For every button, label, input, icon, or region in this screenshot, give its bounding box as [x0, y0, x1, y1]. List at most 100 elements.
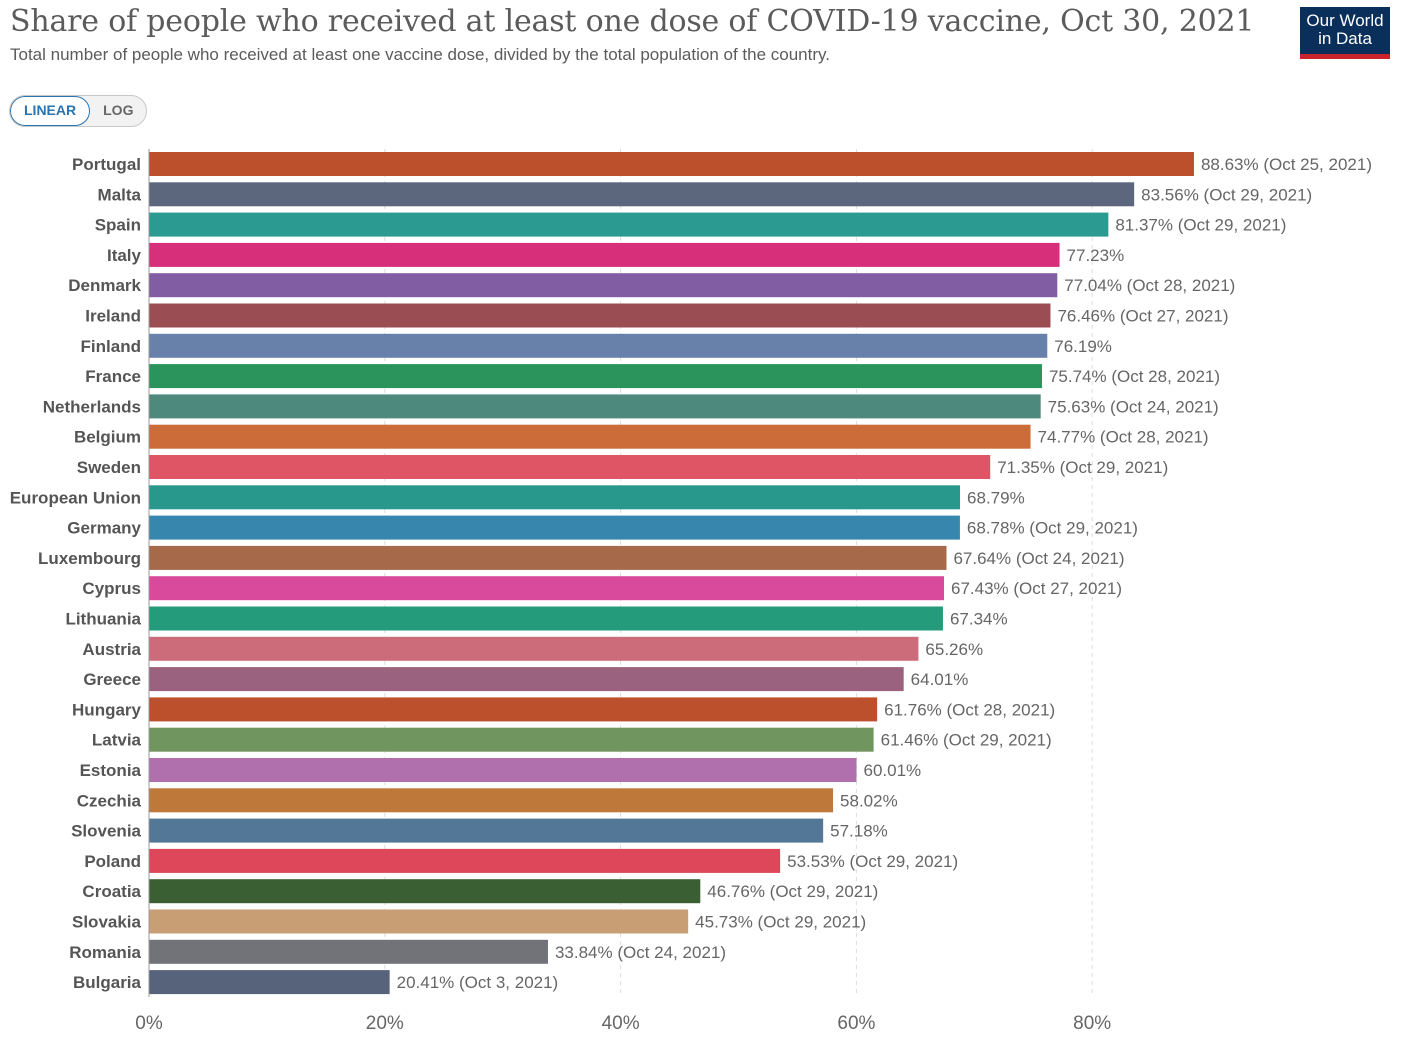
bar[interactable]	[149, 667, 904, 692]
value-label: 77.04% (Oct 28, 2021)	[1064, 276, 1235, 295]
value-label: 67.64% (Oct 24, 2021)	[953, 549, 1124, 568]
value-label: 61.46% (Oct 29, 2021)	[881, 731, 1052, 750]
category-label: Czechia	[77, 791, 142, 810]
linear-scale-button[interactable]: LINEAR	[10, 96, 91, 126]
bar[interactable]	[149, 788, 834, 813]
bar[interactable]	[149, 212, 1109, 237]
bars: Portugal 88.63% (Oct 25, 2021) Malta 83.56%…	[10, 152, 1372, 995]
category-label: Spain	[95, 216, 141, 235]
value-label: 67.34%	[950, 610, 1008, 629]
value-label: 53.53% (Oct 29, 2021)	[787, 852, 958, 871]
category-label: Estonia	[80, 761, 142, 780]
x-tick-label: 0%	[135, 1013, 163, 1034]
category-label: Belgium	[74, 428, 141, 447]
category-label: Denmark	[68, 276, 141, 295]
value-label: 33.84% (Oct 24, 2021)	[555, 943, 726, 962]
bar[interactable]	[149, 273, 1058, 298]
category-label: Germany	[67, 519, 141, 538]
bar[interactable]	[149, 394, 1041, 419]
owid-logo[interactable]: Our World in Data	[1300, 7, 1390, 59]
chart-subtitle: Total number of people who received at l…	[10, 45, 830, 64]
category-label: Austria	[82, 640, 141, 659]
value-label: 77.23%	[1067, 246, 1125, 265]
chart-title: Share of people who received at least on…	[10, 4, 1255, 39]
bar[interactable]	[149, 576, 944, 601]
bar[interactable]	[149, 636, 919, 661]
bar[interactable]	[149, 606, 943, 631]
value-label: 68.79%	[967, 488, 1025, 507]
logo-line-1: Our World	[1306, 11, 1384, 30]
category-label: Bulgaria	[73, 973, 142, 992]
value-label: 68.78% (Oct 29, 2021)	[967, 519, 1138, 538]
category-label: Luxembourg	[38, 549, 141, 568]
x-axis: 0% 20% 40% 60% 80%	[135, 149, 1111, 1034]
bar[interactable]	[149, 455, 991, 479]
bar[interactable]	[149, 333, 1048, 358]
value-label: 64.01%	[911, 670, 969, 689]
bar[interactable]	[149, 182, 1135, 207]
bar[interactable]	[149, 485, 961, 510]
bar[interactable]	[149, 909, 689, 934]
category-label: Poland	[84, 852, 141, 871]
category-label: Portugal	[72, 155, 141, 174]
value-label: 81.37% (Oct 29, 2021)	[1115, 216, 1286, 235]
category-label: Finland	[81, 337, 141, 356]
category-label: Hungary	[72, 700, 142, 719]
category-label: France	[85, 367, 141, 386]
bar[interactable]	[149, 939, 548, 964]
value-label: 61.76% (Oct 28, 2021)	[884, 700, 1055, 719]
value-label: 20.41% (Oct 3, 2021)	[397, 973, 559, 992]
bar[interactable]	[149, 697, 878, 722]
category-label: Slovenia	[71, 822, 141, 841]
scale-toggle: LINEAR LOG	[9, 95, 148, 127]
bar[interactable]	[149, 758, 857, 782]
value-label: 83.56% (Oct 29, 2021)	[1141, 185, 1312, 204]
value-label: 46.76% (Oct 29, 2021)	[707, 882, 878, 901]
bar[interactable]	[149, 545, 947, 570]
category-label: Lithuania	[65, 610, 141, 629]
category-label: Latvia	[92, 731, 142, 750]
bar[interactable]	[149, 364, 1042, 389]
bar[interactable]	[149, 879, 701, 904]
category-label: Netherlands	[43, 397, 141, 416]
logo-line-2: in Data	[1318, 29, 1372, 48]
category-label: European Union	[10, 488, 141, 507]
log-scale-button[interactable]: LOG	[103, 102, 134, 118]
x-tick-label: 60%	[837, 1013, 875, 1034]
value-label: 74.77% (Oct 28, 2021)	[1038, 428, 1209, 447]
value-label: 76.46% (Oct 27, 2021)	[1057, 307, 1228, 326]
value-label: 67.43% (Oct 27, 2021)	[951, 579, 1122, 598]
category-label: Italy	[107, 246, 142, 265]
bar[interactable]	[149, 970, 390, 995]
x-tick-label: 20%	[366, 1013, 404, 1034]
x-tick-label: 80%	[1073, 1013, 1111, 1034]
category-label: Cyprus	[82, 579, 141, 598]
bar[interactable]	[149, 727, 874, 752]
bar[interactable]	[149, 818, 824, 843]
value-label: 60.01%	[864, 761, 922, 780]
value-label: 65.26%	[925, 640, 983, 659]
category-label: Sweden	[77, 458, 141, 477]
value-label: 76.19%	[1054, 337, 1112, 356]
bar[interactable]	[149, 303, 1051, 328]
bar[interactable]	[149, 424, 1031, 449]
value-label: 88.63% (Oct 25, 2021)	[1201, 155, 1372, 174]
value-label: 58.02%	[840, 791, 898, 810]
category-label: Ireland	[85, 307, 141, 326]
bar[interactable]	[149, 242, 1060, 267]
bar[interactable]	[149, 515, 960, 540]
bar[interactable]	[149, 152, 1194, 176]
value-label: 75.63% (Oct 24, 2021)	[1048, 397, 1219, 416]
bar[interactable]	[149, 848, 781, 873]
category-label: Romania	[69, 943, 141, 962]
category-label: Malta	[98, 185, 142, 204]
category-label: Croatia	[82, 882, 141, 901]
category-label: Greece	[83, 670, 141, 689]
value-label: 71.35% (Oct 29, 2021)	[997, 458, 1168, 477]
x-tick-label: 40%	[602, 1013, 640, 1034]
value-label: 57.18%	[830, 822, 888, 841]
value-label: 45.73% (Oct 29, 2021)	[695, 913, 866, 932]
category-label: Slovakia	[72, 913, 142, 932]
value-label: 75.74% (Oct 28, 2021)	[1049, 367, 1220, 386]
